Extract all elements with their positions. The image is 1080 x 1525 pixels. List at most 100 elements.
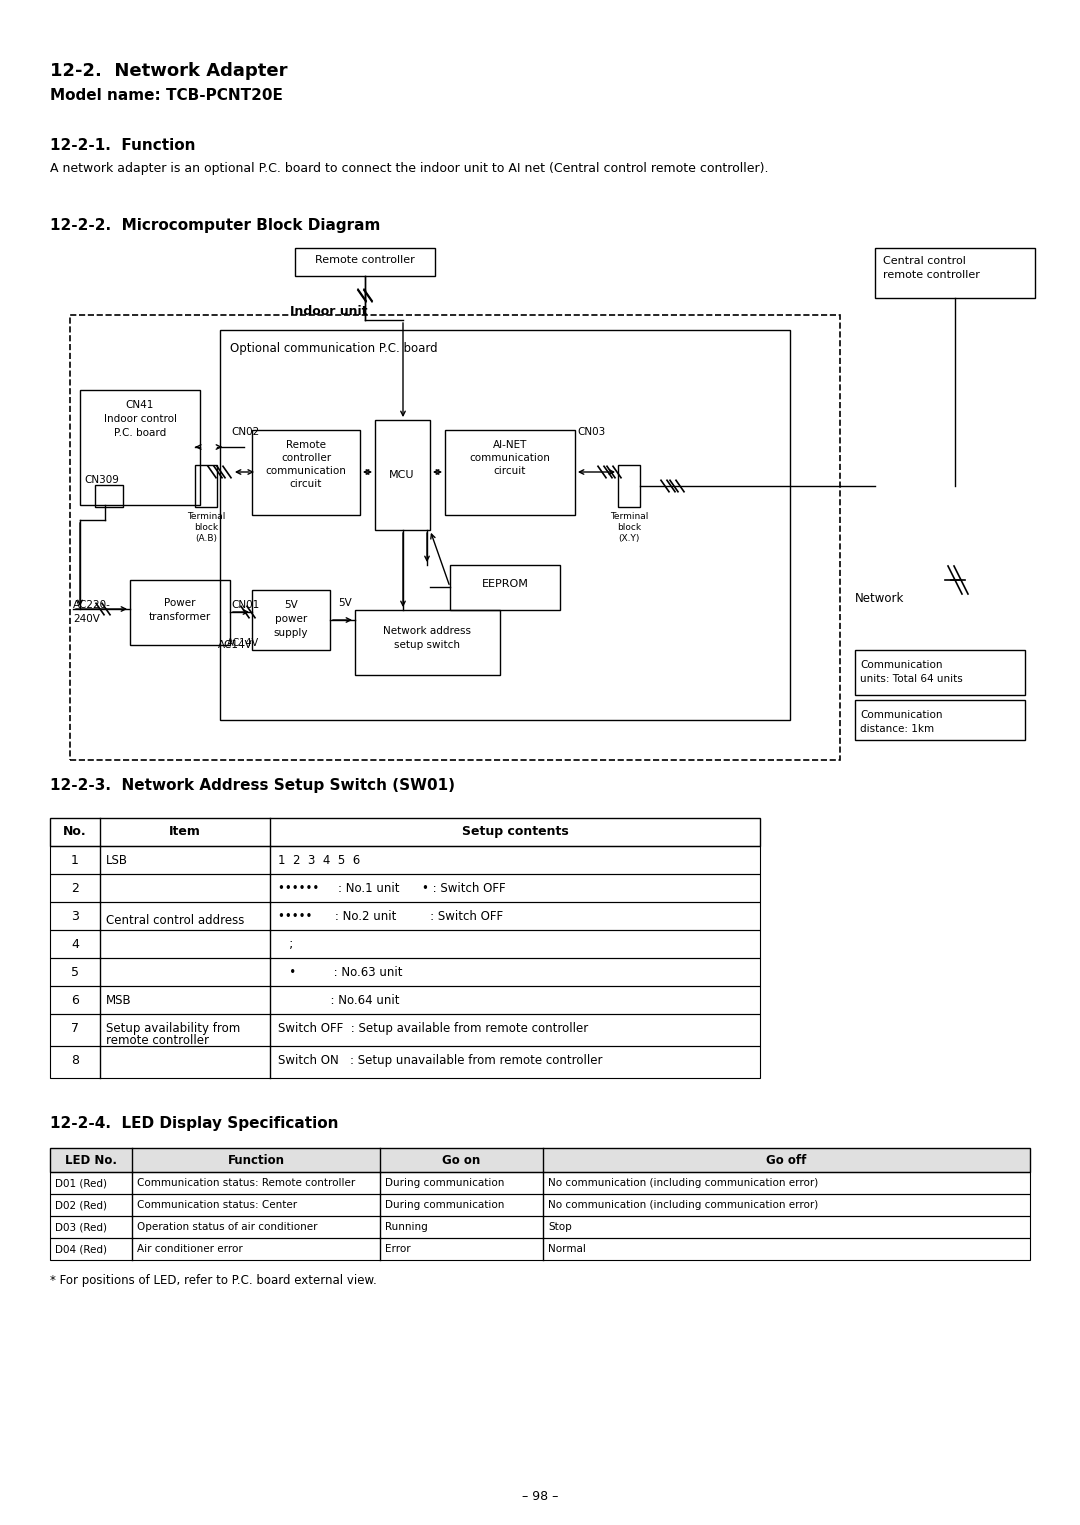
Text: Remote: Remote xyxy=(286,441,326,450)
Text: ••••••     : No.1 unit      • : Switch OFF: •••••• : No.1 unit • : Switch OFF xyxy=(278,881,505,895)
Text: Indoor unit: Indoor unit xyxy=(291,305,367,319)
Text: 12-2-3.  Network Address Setup Switch (SW01): 12-2-3. Network Address Setup Switch (SW… xyxy=(50,778,455,793)
Text: Item: Item xyxy=(170,825,201,839)
Bar xyxy=(252,430,360,515)
Text: A network adapter is an optional P.C. board to connect the indoor unit to AI net: A network adapter is an optional P.C. bo… xyxy=(50,162,769,175)
Bar xyxy=(50,1194,1030,1215)
Text: ;: ; xyxy=(278,938,294,952)
Text: 240V: 240V xyxy=(73,615,99,624)
Text: power: power xyxy=(275,615,307,624)
Text: Go on: Go on xyxy=(442,1154,481,1167)
Bar xyxy=(50,874,760,901)
Bar xyxy=(50,1014,760,1046)
Text: •          : No.63 unit: • : No.63 unit xyxy=(278,965,403,979)
Text: (A.B): (A.B) xyxy=(195,534,217,543)
Bar xyxy=(50,1173,1030,1194)
Text: AC14V: AC14V xyxy=(227,637,259,648)
Text: D04 (Red): D04 (Red) xyxy=(55,1244,107,1254)
Bar xyxy=(50,1046,760,1078)
Text: Communication status: Center: Communication status: Center xyxy=(137,1200,297,1209)
Bar xyxy=(50,958,760,987)
Text: D01 (Red): D01 (Red) xyxy=(55,1177,107,1188)
Text: 5V: 5V xyxy=(284,599,298,610)
Text: : No.64 unit: : No.64 unit xyxy=(278,994,400,1007)
Text: CN01: CN01 xyxy=(231,599,259,610)
Text: Function: Function xyxy=(228,1154,284,1167)
Bar xyxy=(355,610,500,676)
Text: Terminal: Terminal xyxy=(187,512,226,522)
Bar xyxy=(80,390,200,505)
Bar xyxy=(450,564,561,610)
Text: Optional communication P.C. board: Optional communication P.C. board xyxy=(230,342,437,355)
Text: Central control address: Central control address xyxy=(106,913,244,927)
Bar xyxy=(50,1148,1030,1173)
Text: P.C. board: P.C. board xyxy=(113,429,166,438)
Text: controller: controller xyxy=(281,453,332,464)
Text: communication: communication xyxy=(470,453,551,464)
Text: During communication: During communication xyxy=(384,1177,504,1188)
Text: Model name: TCB-PCNT20E: Model name: TCB-PCNT20E xyxy=(50,88,283,104)
Text: 12-2-4.  LED Display Specification: 12-2-4. LED Display Specification xyxy=(50,1116,338,1132)
Bar xyxy=(295,249,435,276)
Text: CN02: CN02 xyxy=(231,427,259,438)
Bar xyxy=(95,485,123,506)
Text: 6: 6 xyxy=(71,994,79,1007)
Text: 1: 1 xyxy=(71,854,79,868)
Text: distance: 1km: distance: 1km xyxy=(860,724,934,734)
Bar xyxy=(855,700,1025,740)
Text: Communication status: Remote controller: Communication status: Remote controller xyxy=(137,1177,355,1188)
Text: AC220-: AC220- xyxy=(73,599,111,610)
Text: Air conditioner error: Air conditioner error xyxy=(137,1244,243,1254)
Text: Power: Power xyxy=(164,598,195,608)
Text: AC14V: AC14V xyxy=(218,640,253,650)
Text: LSB: LSB xyxy=(106,854,129,868)
Text: CN41: CN41 xyxy=(125,400,154,410)
Text: D02 (Red): D02 (Red) xyxy=(55,1200,107,1209)
Text: 5V: 5V xyxy=(338,598,352,608)
Text: CN309: CN309 xyxy=(84,474,119,485)
Text: 4: 4 xyxy=(71,938,79,952)
Bar xyxy=(50,846,760,874)
Text: Setup availability from: Setup availability from xyxy=(106,1022,240,1035)
Text: (X.Y): (X.Y) xyxy=(619,534,639,543)
Text: 12-2-1.  Function: 12-2-1. Function xyxy=(50,137,195,152)
Text: Switch ON   : Setup unavailable from remote controller: Switch ON : Setup unavailable from remot… xyxy=(278,1054,603,1067)
Bar xyxy=(875,249,1035,297)
Text: 5: 5 xyxy=(71,965,79,979)
Text: MCU: MCU xyxy=(389,470,415,480)
Bar xyxy=(375,419,430,531)
Text: 7: 7 xyxy=(71,1022,79,1035)
Text: No communication (including communication error): No communication (including communicatio… xyxy=(548,1177,819,1188)
Text: units: Total 64 units: units: Total 64 units xyxy=(860,674,962,685)
Text: 3: 3 xyxy=(71,910,79,923)
Text: Terminal: Terminal xyxy=(610,512,648,522)
Text: Communication: Communication xyxy=(860,660,943,669)
Text: block: block xyxy=(617,523,642,532)
Text: No.: No. xyxy=(64,825,86,839)
Bar xyxy=(445,430,575,515)
Text: setup switch: setup switch xyxy=(394,640,460,650)
Text: communication: communication xyxy=(266,467,347,476)
Text: Central control: Central control xyxy=(883,256,966,265)
Text: 8: 8 xyxy=(71,1054,79,1067)
Bar xyxy=(252,590,330,650)
Text: During communication: During communication xyxy=(384,1200,504,1209)
Bar xyxy=(50,901,760,930)
Text: LED No.: LED No. xyxy=(65,1154,117,1167)
Bar xyxy=(50,1238,1030,1260)
Text: Error: Error xyxy=(384,1244,410,1254)
Bar xyxy=(618,465,640,506)
Text: Communication: Communication xyxy=(860,711,943,720)
Text: Remote controller: Remote controller xyxy=(315,255,415,265)
Text: – 98 –: – 98 – xyxy=(522,1490,558,1504)
Bar xyxy=(50,817,760,846)
Text: D03 (Red): D03 (Red) xyxy=(55,1222,107,1232)
Bar xyxy=(50,1215,1030,1238)
Text: Network: Network xyxy=(855,592,904,605)
Bar xyxy=(70,316,840,759)
Text: 2: 2 xyxy=(71,881,79,895)
Bar xyxy=(855,650,1025,695)
Text: supply: supply xyxy=(273,628,308,637)
Text: block: block xyxy=(194,523,218,532)
Text: Go off: Go off xyxy=(766,1154,806,1167)
